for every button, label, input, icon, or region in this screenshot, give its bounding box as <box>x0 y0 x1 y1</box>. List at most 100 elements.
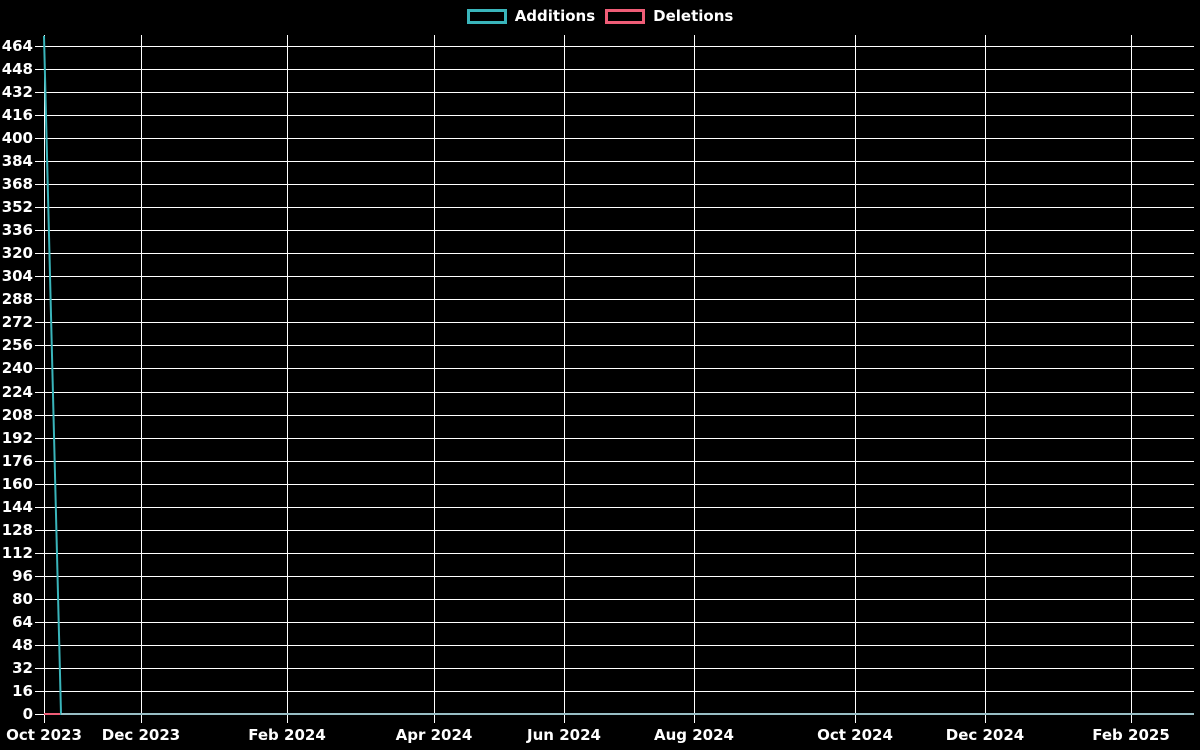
gridline-vertical <box>985 35 986 714</box>
y-axis-tick-mark <box>35 415 44 416</box>
y-axis-tick-mark <box>35 599 44 600</box>
y-axis-tick-mark <box>35 115 44 116</box>
y-axis-tick-label: 80 <box>12 590 33 608</box>
gridline-horizontal <box>44 276 1194 277</box>
gridline-horizontal <box>44 322 1194 323</box>
y-axis-tick-mark <box>35 184 44 185</box>
y-axis-tick-label: 160 <box>1 475 33 493</box>
legend-label-additions: Additions <box>514 7 596 25</box>
gridline-vertical <box>564 35 565 714</box>
y-axis-tick-mark <box>35 345 44 346</box>
y-axis-tick-mark <box>35 530 44 531</box>
y-axis-tick-mark <box>35 322 44 323</box>
gridline-horizontal <box>44 461 1194 462</box>
y-axis-tick-label: 304 <box>1 267 33 285</box>
y-axis-tick-mark <box>35 438 44 439</box>
gridline-horizontal <box>44 184 1194 185</box>
gridline-horizontal <box>44 484 1194 485</box>
gridline-vertical <box>434 35 435 714</box>
x-axis-tick-label: Aug 2024 <box>654 726 734 744</box>
y-axis-tick-label: 336 <box>1 221 33 239</box>
x-axis-tick-label: Feb 2025 <box>1092 726 1170 744</box>
y-axis-tick-label: 128 <box>1 521 33 539</box>
gridline-horizontal <box>44 553 1194 554</box>
x-axis-tick-mark <box>985 714 986 723</box>
gridline-horizontal <box>44 230 1194 231</box>
y-axis-tick-label: 432 <box>1 83 33 101</box>
x-axis-tick-mark <box>564 714 565 723</box>
y-axis-tick-label: 448 <box>1 60 33 78</box>
y-axis-tick-mark <box>35 645 44 646</box>
legend-item-additions: Additions <box>466 7 596 25</box>
y-axis-tick-label: 32 <box>12 659 33 677</box>
gridline-horizontal <box>44 46 1194 47</box>
gridline-horizontal <box>44 530 1194 531</box>
x-axis-tick-label: Oct 2023 <box>6 726 82 744</box>
gridline-vertical <box>287 35 288 714</box>
y-axis-tick-mark <box>35 553 44 554</box>
y-axis-tick-label: 352 <box>1 198 33 216</box>
legend-swatch-deletions-icon <box>605 8 646 24</box>
gridline-horizontal <box>44 599 1194 600</box>
y-axis-tick-mark <box>35 69 44 70</box>
gridline-vertical <box>1131 35 1132 714</box>
gridline-horizontal <box>44 69 1194 70</box>
gridline-horizontal <box>44 415 1194 416</box>
gridline-horizontal <box>44 438 1194 439</box>
y-axis-tick-label: 400 <box>1 129 33 147</box>
y-axis-tick-mark <box>35 622 44 623</box>
gridline-horizontal <box>44 368 1194 369</box>
gridline-vertical <box>855 35 856 714</box>
y-axis-tick-label: 416 <box>1 106 33 124</box>
gridline-horizontal <box>44 138 1194 139</box>
gridline-horizontal <box>44 207 1194 208</box>
x-axis-tick-mark <box>1131 714 1132 723</box>
y-axis-tick-label: 96 <box>12 567 33 585</box>
gridline-horizontal <box>44 691 1194 692</box>
gridline-vertical <box>141 35 142 714</box>
y-axis-tick-mark <box>35 253 44 254</box>
legend-swatch-additions-icon <box>466 8 507 24</box>
y-axis-tick-mark <box>35 668 44 669</box>
series-line-additions <box>43 35 1194 715</box>
y-axis-tick-mark <box>35 368 44 369</box>
x-axis-tick-mark <box>855 714 856 723</box>
x-axis-tick-label: Feb 2024 <box>248 726 326 744</box>
x-axis-tick-label: Dec 2024 <box>945 726 1025 744</box>
y-axis-tick-mark <box>35 691 44 692</box>
legend-label-deletions: Deletions <box>653 7 734 25</box>
y-axis-tick-mark <box>35 207 44 208</box>
gridline-horizontal <box>44 299 1194 300</box>
y-axis-tick-label: 144 <box>1 498 33 516</box>
y-axis-tick-mark <box>35 484 44 485</box>
gridline-horizontal <box>44 115 1194 116</box>
x-axis-tick-mark <box>44 714 45 723</box>
y-axis-tick-label: 208 <box>1 406 33 424</box>
y-axis-tick-label: 192 <box>1 429 33 447</box>
y-axis-tick-label: 224 <box>1 383 33 401</box>
gridline-horizontal <box>44 668 1194 669</box>
y-axis-tick-mark <box>35 576 44 577</box>
gridline-vertical <box>694 35 695 714</box>
y-axis-tick-mark <box>35 46 44 47</box>
y-axis-tick-label: 464 <box>1 37 33 55</box>
y-axis-tick-label: 320 <box>1 244 33 262</box>
gridline-vertical <box>44 35 45 714</box>
y-axis-tick-label: 112 <box>1 544 33 562</box>
y-axis-tick-mark <box>35 92 44 93</box>
y-axis-tick-mark <box>35 507 44 508</box>
y-axis-tick-mark <box>35 714 44 715</box>
y-axis-tick-mark <box>35 461 44 462</box>
gridline-horizontal <box>44 392 1194 393</box>
chart-legend: Additions Deletions <box>0 7 1200 25</box>
gridline-horizontal <box>44 622 1194 623</box>
gridline-horizontal <box>44 161 1194 162</box>
x-axis-tick-label: Apr 2024 <box>395 726 473 744</box>
y-axis-tick-label: 256 <box>1 336 33 354</box>
y-axis-tick-mark <box>35 138 44 139</box>
y-axis-tick-label: 48 <box>12 636 33 654</box>
gridline-horizontal <box>44 92 1194 93</box>
gridline-horizontal <box>44 576 1194 577</box>
